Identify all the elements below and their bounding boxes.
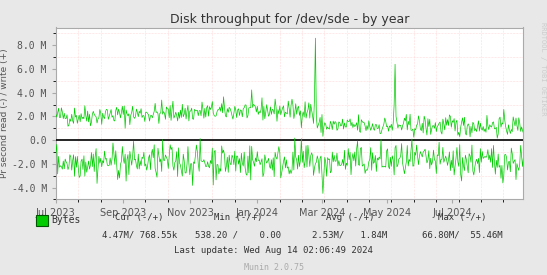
Text: Last update: Wed Aug 14 02:06:49 2024: Last update: Wed Aug 14 02:06:49 2024 (174, 246, 373, 255)
Text: 66.80M/  55.46M: 66.80M/ 55.46M (422, 231, 503, 240)
Text: 2.53M/   1.84M: 2.53M/ 1.84M (312, 231, 388, 240)
Y-axis label: Pr second read (-) / write (+): Pr second read (-) / write (+) (0, 49, 9, 178)
Text: Max (-/+): Max (-/+) (438, 213, 486, 222)
Text: 538.20 /    0.00: 538.20 / 0.00 (195, 231, 281, 240)
Text: Cur (-/+): Cur (-/+) (115, 213, 164, 222)
Text: Avg (-/+): Avg (-/+) (326, 213, 374, 222)
Text: RRDTOOL / TOBI OETIKER: RRDTOOL / TOBI OETIKER (540, 22, 546, 115)
Text: Munin 2.0.75: Munin 2.0.75 (243, 263, 304, 272)
Text: Min (-/+): Min (-/+) (214, 213, 262, 222)
Text: Bytes: Bytes (51, 215, 80, 225)
Text: 4.47M/ 768.55k: 4.47M/ 768.55k (102, 231, 177, 240)
Title: Disk throughput for /dev/sde - by year: Disk throughput for /dev/sde - by year (170, 13, 409, 26)
